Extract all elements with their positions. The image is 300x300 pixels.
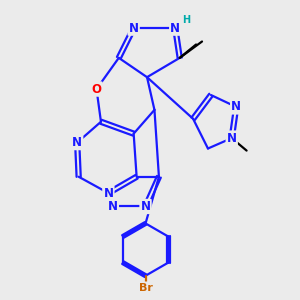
Text: H: H xyxy=(182,15,190,25)
Text: O: O xyxy=(92,82,101,96)
Text: N: N xyxy=(108,200,118,213)
Text: N: N xyxy=(140,200,151,213)
Text: N: N xyxy=(103,187,113,200)
Text: Br: Br xyxy=(139,283,152,292)
Text: N: N xyxy=(129,22,139,34)
Text: N: N xyxy=(231,100,241,113)
Text: N: N xyxy=(170,22,180,34)
Text: N: N xyxy=(72,136,82,149)
Text: N: N xyxy=(227,132,237,145)
